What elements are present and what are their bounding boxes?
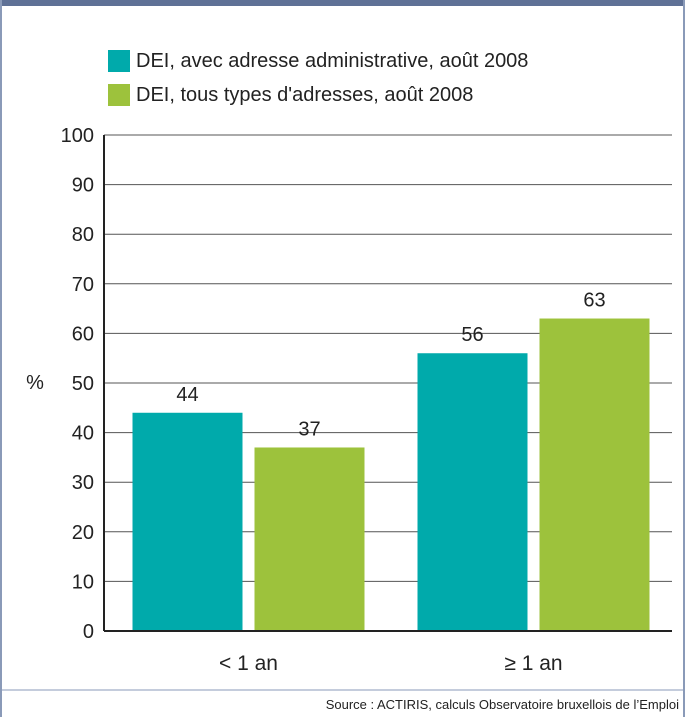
bar-0-0: [132, 412, 243, 631]
data-label-1-1: 63: [583, 290, 605, 312]
y-tick-label-90: 90: [72, 175, 94, 197]
data-label-0-0: 44: [176, 384, 198, 406]
y-tick-label-0: 0: [83, 621, 94, 643]
header-bar: [0, 0, 685, 6]
data-labels: 44 37 56 63: [176, 290, 605, 441]
bars: [132, 318, 650, 631]
x-tick-label-0: < 1 an: [219, 652, 278, 675]
y-axis-label: %: [26, 372, 44, 394]
y-tick-label-80: 80: [72, 224, 94, 246]
legend-label-series-2: DEI, tous types d'adresses, août 2008: [136, 83, 474, 106]
y-tick-label-50: 50: [72, 373, 94, 395]
y-tick-label-100: 100: [61, 125, 94, 147]
x-tick-label-1: ≥ 1 an: [504, 652, 562, 675]
bar-0-1: [254, 447, 365, 631]
legend-item-series-2: DEI, tous types d'adresses, août 2008: [108, 78, 528, 112]
y-tick-label-20: 20: [72, 522, 94, 544]
y-tick-label-60: 60: [72, 323, 94, 345]
y-tick-label-10: 10: [72, 571, 94, 593]
x-tick-labels: < 1 an ≥ 1 an: [219, 652, 563, 675]
y-tick-labels: 0 10 20 30 40 50 60 70 80 90 100: [61, 125, 94, 643]
y-tick-label-40: 40: [72, 423, 94, 445]
legend-swatch-series-1: [108, 50, 130, 72]
legend-item-series-1: DEI, avec adresse administrative, août 2…: [108, 44, 528, 78]
data-label-0-1: 37: [298, 418, 320, 440]
source-note: Source : ACTIRIS, calculs Observatoire b…: [325, 697, 679, 712]
legend-label-series-1: DEI, avec adresse administrative, août 2…: [136, 49, 529, 72]
legend-swatch-series-2: [108, 84, 130, 106]
bar-1-1: [539, 318, 650, 631]
legend: DEI, avec adresse administrative, août 2…: [108, 44, 528, 112]
y-tick-label-30: 30: [72, 472, 94, 494]
data-label-1-0: 56: [461, 324, 483, 346]
y-tick-label-70: 70: [72, 274, 94, 296]
bar-1-0: [417, 353, 528, 631]
